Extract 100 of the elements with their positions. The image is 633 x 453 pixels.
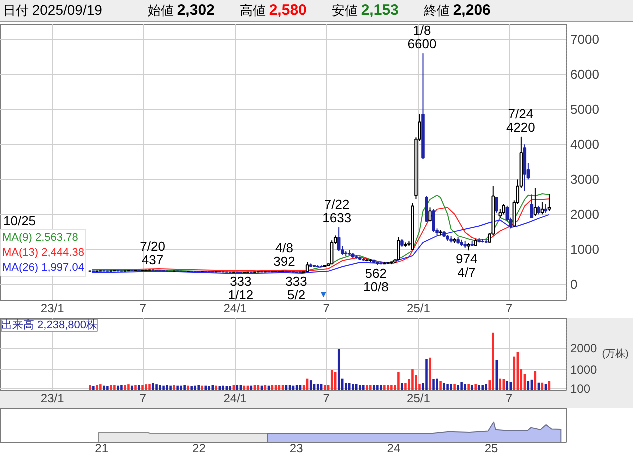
bar: [110, 385, 112, 390]
bar: [156, 384, 158, 390]
annotation: 7/20 437: [140, 238, 166, 268]
candlestick: [548, 194, 552, 212]
bar: [464, 384, 466, 390]
annotation: 7/24 4220: [506, 106, 536, 135]
y-tick-label: 3000: [570, 172, 600, 188]
bar: [128, 384, 130, 390]
bar: [96, 385, 98, 390]
chart-title: 日付 2025/09/19 始値 2,302 高値 2,580 安値 2,153 終値 2,206: [3, 2, 491, 19]
series-label: MA(13) 2,444.38: [2, 247, 84, 259]
bar: [426, 359, 428, 390]
bar: [373, 385, 376, 390]
bar: [380, 385, 382, 390]
bar: [478, 385, 480, 390]
x-tick-label: 23/1: [40, 392, 65, 406]
bar: [159, 385, 162, 390]
bar: [124, 385, 126, 390]
bar: [527, 381, 530, 390]
annotation: 562 10/8: [364, 266, 389, 295]
y-tick-label: 5000: [570, 102, 600, 118]
bar: [432, 379, 435, 390]
bar: [457, 385, 460, 390]
x-tick-label: 23/1: [40, 302, 65, 316]
bar: [148, 384, 151, 390]
y-tick-label: 0: [570, 277, 578, 292]
bar: [370, 385, 372, 390]
bar: [376, 385, 379, 390]
x-tick-label: 7: [323, 302, 330, 316]
bar: [398, 372, 400, 390]
x-tick-label: 25/1: [407, 392, 431, 406]
bar: [100, 384, 102, 390]
x-tick-label: 24/1: [224, 392, 248, 406]
bar: [114, 384, 116, 390]
bar: [106, 386, 109, 390]
bar: [92, 386, 95, 390]
candlestick: [540, 202, 544, 216]
bar: [131, 386, 134, 390]
text: MA(9) 2,563.78: [2, 232, 78, 244]
bar: [468, 384, 470, 390]
bar: [366, 385, 368, 390]
x-tick-label: 7: [506, 302, 514, 316]
series-label: MA(26) 1,997.04: [2, 262, 84, 274]
bar: [436, 378, 438, 390]
bar: [324, 385, 326, 390]
x-tick-label: 23: [290, 442, 304, 453]
bar: [184, 385, 186, 390]
bar: [482, 385, 484, 390]
bar: [412, 370, 414, 390]
bar: [454, 384, 456, 390]
y-tick-label: 7000: [570, 32, 600, 48]
bar: [134, 385, 137, 390]
annotation: 333 5/2: [286, 274, 308, 303]
candlestick: [534, 188, 538, 217]
candlestick: [432, 208, 436, 233]
bar: [89, 385, 92, 390]
y-tick-label: 4000: [570, 137, 600, 152]
x-tick-label: 24/1: [224, 302, 248, 316]
bar: [194, 386, 196, 390]
bar: [187, 386, 190, 390]
y-tick-label: 100: [570, 382, 591, 396]
bar: [352, 384, 354, 390]
bar: [142, 385, 144, 390]
annotation: 1/8 6600: [408, 23, 437, 52]
bar: [208, 386, 210, 390]
y-tick-label: 2000: [570, 342, 598, 356]
x-tick-label: 7: [140, 392, 147, 406]
bar: [460, 382, 463, 390]
bar: [404, 384, 407, 390]
bar: [201, 386, 204, 390]
bar: [356, 384, 358, 390]
bar: [471, 385, 474, 390]
x-tick-label: 7: [140, 302, 147, 316]
y-tick-label: 2000: [570, 207, 600, 222]
bar: [359, 385, 362, 390]
annotation: 333 1/12: [228, 274, 254, 303]
bar: [176, 386, 179, 390]
candlestick: [495, 196, 499, 214]
candlestick: [428, 207, 432, 222]
bar: [429, 358, 432, 390]
bar: [204, 386, 207, 390]
bar: [173, 385, 176, 390]
bar: [190, 386, 193, 390]
bar: [145, 384, 148, 390]
bar: [117, 386, 120, 390]
annotation: 10/25: [4, 214, 36, 228]
bar: [390, 385, 393, 390]
x-tick-label: 22: [192, 442, 206, 453]
bar: [212, 385, 214, 390]
bar: [474, 384, 477, 390]
bar: [384, 385, 386, 390]
bar: [166, 385, 168, 390]
candlestick: [397, 236, 400, 261]
bar: [446, 384, 449, 390]
chart-title: 出来高 2,238,800株: [2, 318, 98, 332]
bar: [443, 384, 446, 390]
x-tick-label: 25/1: [407, 302, 431, 316]
bar: [103, 386, 106, 390]
candlestick: [306, 262, 310, 272]
y-tick-label: 6000: [570, 67, 600, 82]
